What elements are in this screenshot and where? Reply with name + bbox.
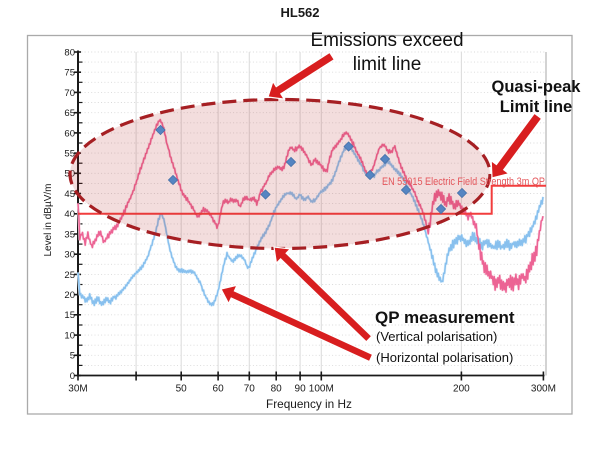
svg-text:50: 50 (176, 384, 188, 395)
svg-text:(Horizontal polarisation): (Horizontal polarisation) (376, 350, 513, 365)
svg-text:20: 20 (64, 290, 75, 301)
svg-text:80: 80 (64, 47, 75, 58)
svg-text:30M: 30M (68, 384, 87, 395)
svg-text:15: 15 (64, 310, 75, 321)
svg-text:10: 10 (64, 331, 75, 342)
svg-text:Frequency in Hz: Frequency in Hz (266, 397, 352, 411)
svg-text:30: 30 (64, 250, 75, 261)
svg-text:40: 40 (64, 209, 75, 220)
svg-text:65: 65 (64, 108, 75, 119)
svg-text:5: 5 (70, 351, 75, 362)
svg-text:70: 70 (244, 384, 256, 395)
svg-text:75: 75 (64, 68, 75, 79)
svg-text:60: 60 (213, 384, 225, 395)
svg-text:60: 60 (64, 128, 75, 139)
svg-text:25: 25 (64, 270, 75, 281)
svg-text:100M: 100M (309, 384, 334, 395)
svg-text:0: 0 (70, 371, 75, 382)
svg-text:(Vertical polarisation): (Vertical polarisation) (376, 329, 497, 344)
svg-text:Limit line: Limit line (500, 98, 572, 116)
svg-text:Level in dBµV/m: Level in dBµV/m (43, 183, 54, 256)
svg-text:90: 90 (295, 384, 307, 395)
svg-text:Emissions exceed: Emissions exceed (310, 30, 463, 51)
svg-text:55: 55 (64, 149, 75, 160)
svg-text:35: 35 (64, 229, 75, 240)
svg-text:45: 45 (64, 189, 75, 200)
svg-text:HL562: HL562 (280, 5, 319, 20)
svg-text:200: 200 (453, 384, 470, 395)
svg-text:80: 80 (271, 384, 283, 395)
svg-text:70: 70 (64, 88, 75, 99)
svg-text:QP measurement: QP measurement (375, 308, 515, 327)
svg-text:EN 55015 Electric Field Streng: EN 55015 Electric Field Strength 3m QP (382, 176, 545, 188)
svg-text:300M: 300M (531, 384, 556, 395)
svg-text:limit line: limit line (353, 54, 422, 75)
svg-text:Quasi-peak: Quasi-peak (492, 78, 582, 96)
